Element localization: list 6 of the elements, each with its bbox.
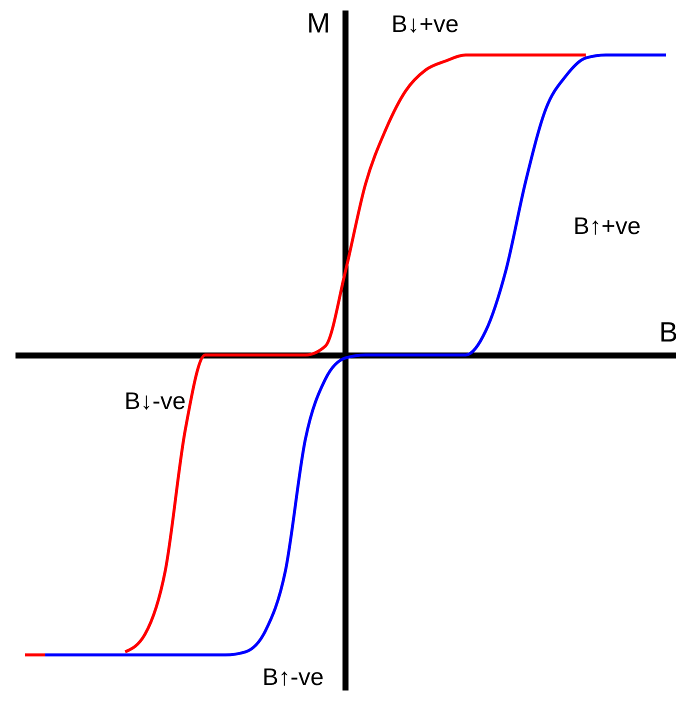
y-axis-title: M [306, 8, 330, 38]
annotation: B↓-ve [124, 388, 186, 415]
x-axis-title: B [659, 316, 676, 348]
text: B↓+ve [391, 11, 459, 38]
annotation: B↑+ve [573, 213, 641, 240]
text: B↑-ve [262, 664, 324, 691]
